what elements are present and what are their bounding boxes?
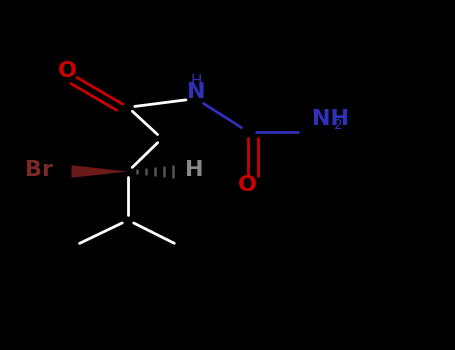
Text: Br: Br xyxy=(25,161,53,181)
Text: H: H xyxy=(185,161,203,181)
Text: N: N xyxy=(187,82,206,102)
Text: O: O xyxy=(57,61,76,81)
Text: O: O xyxy=(238,175,258,195)
Text: NH: NH xyxy=(312,110,349,130)
Text: 2: 2 xyxy=(334,118,343,132)
Text: H: H xyxy=(191,75,202,90)
Polygon shape xyxy=(71,165,128,178)
